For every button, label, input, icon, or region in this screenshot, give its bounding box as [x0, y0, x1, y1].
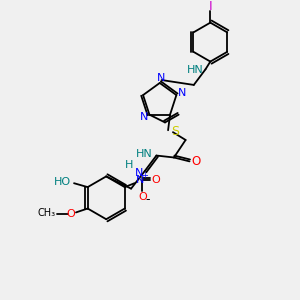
- Text: N: N: [178, 88, 186, 98]
- Text: H: H: [125, 160, 133, 170]
- Text: I: I: [208, 0, 212, 13]
- Text: N: N: [140, 112, 148, 122]
- Text: -: -: [146, 193, 150, 206]
- Text: O: O: [152, 175, 160, 185]
- Text: S: S: [171, 125, 179, 138]
- Text: O: O: [192, 155, 201, 168]
- Text: HN: HN: [188, 65, 204, 75]
- Text: +: +: [141, 171, 148, 180]
- Text: HN: HN: [136, 148, 153, 159]
- Text: CH₃: CH₃: [38, 208, 56, 218]
- Text: HO: HO: [54, 177, 71, 187]
- Text: N: N: [135, 168, 143, 178]
- Text: N: N: [136, 175, 145, 185]
- Text: N: N: [157, 73, 165, 83]
- Text: O: O: [138, 192, 147, 202]
- Text: O: O: [67, 209, 76, 219]
